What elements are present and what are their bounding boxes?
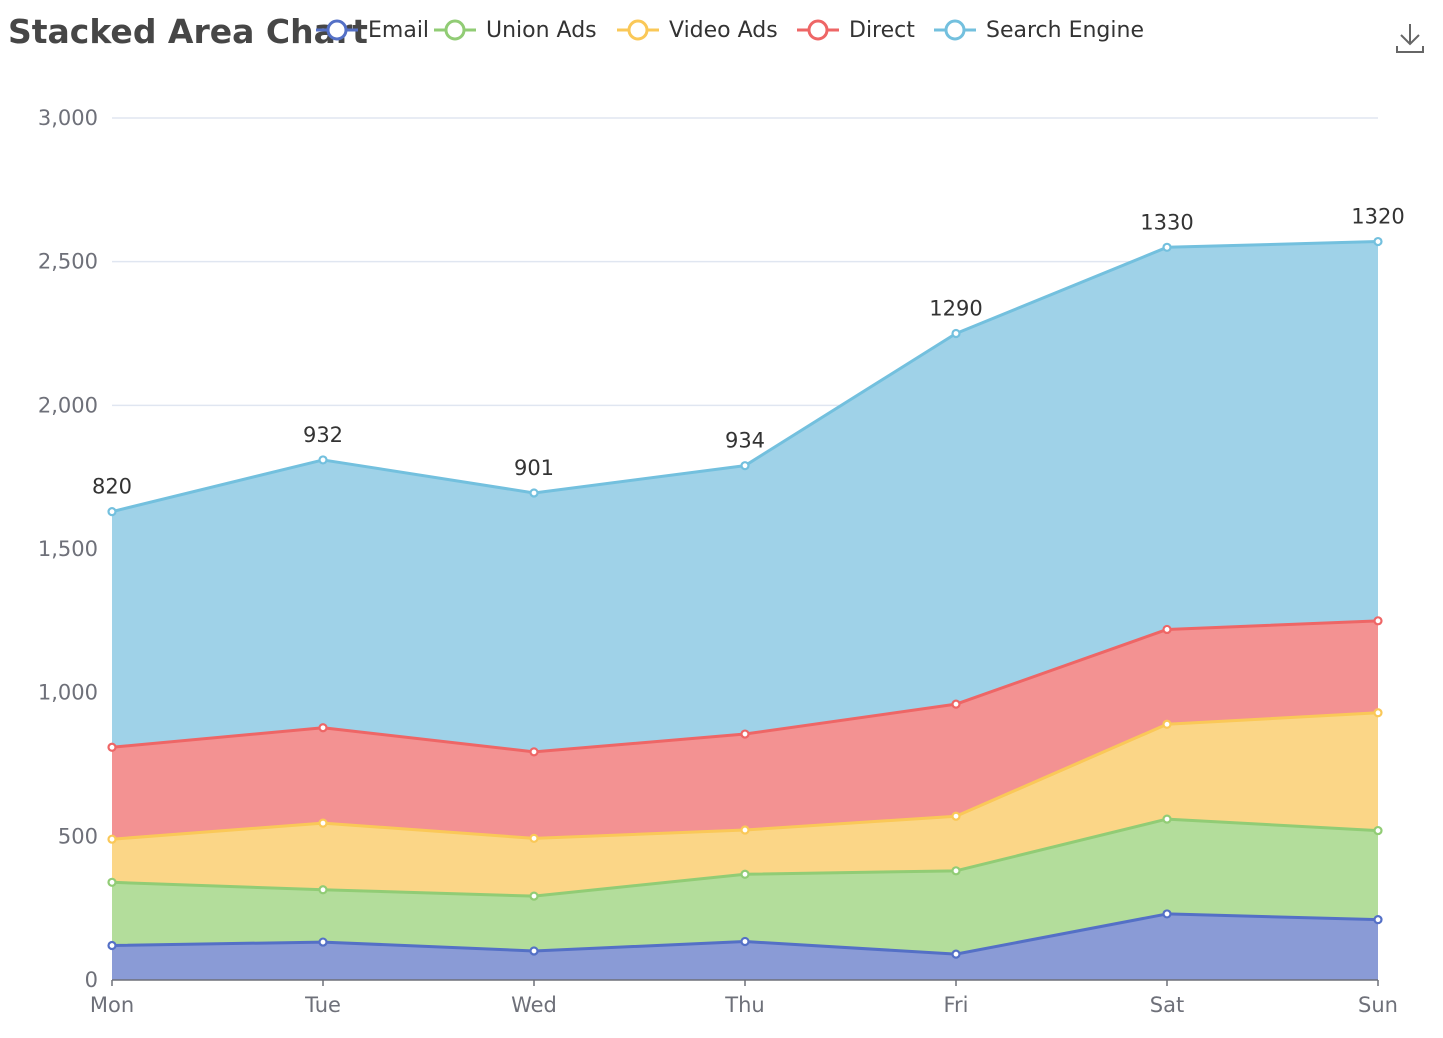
x-tick-label: Fri [943, 993, 968, 1017]
x-tick-label: Sun [1358, 993, 1398, 1017]
data-point [740, 461, 750, 471]
x-tick-label: Wed [511, 993, 557, 1017]
data-point [1162, 242, 1172, 252]
data-point [107, 877, 117, 887]
x-tick-label: Sat [1150, 993, 1184, 1017]
area-direct [112, 620, 1378, 840]
legend-marker [944, 19, 966, 41]
data-point [951, 866, 961, 876]
y-axis: 0 500 1,000 1,500 2,000 2,500 3,000 [38, 106, 98, 992]
data-point [318, 455, 328, 465]
data-point [740, 729, 750, 739]
data-label: 1330 [1140, 210, 1193, 234]
y-tick-label: 1,000 [38, 681, 98, 705]
area-fills [112, 241, 1378, 980]
legend-item-email[interactable]: Email [316, 18, 429, 43]
data-point [107, 834, 117, 844]
data-point [107, 940, 117, 951]
legend-label: Union Ads [486, 18, 597, 43]
y-tick-label: 500 [58, 824, 98, 848]
data-point [1373, 616, 1383, 626]
data-point [318, 723, 328, 733]
legend-item-video-ads[interactable]: Video Ads [617, 18, 778, 43]
data-point [318, 818, 328, 828]
data-point [951, 949, 961, 959]
data-point [1373, 915, 1383, 925]
y-tick-label: 2,000 [38, 393, 98, 417]
area-email [112, 913, 1378, 980]
legend-item-direct[interactable]: Direct [797, 18, 915, 43]
area-search-engine [112, 241, 1378, 752]
y-tick-label: 3,000 [38, 106, 98, 130]
x-axis: Mon Tue Wed Thu Fri Sat Sun [90, 979, 1398, 1017]
y-tick-label: 1,500 [38, 537, 98, 561]
data-point [318, 885, 328, 895]
y-tick-label: 0 [85, 968, 98, 992]
data-labels: 820 932 901 934 1290 1330 1320 [92, 205, 1405, 499]
legend-label: Search Engine [986, 18, 1144, 43]
area-video-ads [112, 712, 1378, 897]
data-point [740, 869, 750, 879]
legend-item-union-ads[interactable]: Union Ads [434, 18, 597, 43]
data-point [1162, 719, 1172, 729]
data-label: 1290 [929, 297, 982, 321]
legend-marker [444, 19, 466, 41]
data-label: 934 [725, 429, 765, 453]
chart-title: Stacked Area Chart [8, 12, 368, 51]
legend-label: Video Ads [669, 18, 778, 43]
data-point [529, 747, 539, 757]
legend-label: Direct [849, 18, 915, 43]
area-union-ads [112, 819, 1378, 955]
data-label: 820 [92, 475, 132, 499]
x-tick-label: Tue [304, 993, 341, 1017]
data-point [1373, 236, 1383, 247]
download-icon[interactable] [1392, 20, 1428, 56]
data-point [740, 825, 750, 835]
x-tick-label: Thu [724, 993, 764, 1017]
data-point [951, 699, 961, 709]
data-point [107, 507, 117, 517]
series-points [107, 236, 1383, 959]
data-point [529, 946, 539, 956]
data-point [1162, 624, 1172, 635]
legend-label: Email [368, 18, 429, 43]
legend: Email Union Ads Video Ads Direct Search Engi… [316, 18, 1144, 43]
data-point [1373, 708, 1383, 718]
data-label: 1320 [1351, 205, 1404, 229]
data-point [1162, 909, 1172, 919]
y-tick-label: 2,500 [38, 250, 98, 274]
legend-marker [627, 19, 649, 41]
data-point [1373, 825, 1383, 836]
data-label: 932 [303, 423, 343, 447]
data-point [107, 742, 117, 752]
legend-marker [807, 19, 829, 41]
data-point [951, 328, 961, 339]
x-tick-label: Mon [90, 993, 134, 1017]
data-point [951, 811, 961, 821]
data-point [529, 891, 539, 901]
legend-marker [326, 19, 348, 41]
data-point [529, 488, 539, 498]
legend-item-search-engine[interactable]: Search Engine [934, 18, 1144, 43]
data-point [318, 937, 328, 947]
data-point [740, 936, 750, 947]
data-label: 901 [514, 456, 554, 480]
data-point [529, 833, 539, 843]
data-point [1162, 814, 1172, 824]
